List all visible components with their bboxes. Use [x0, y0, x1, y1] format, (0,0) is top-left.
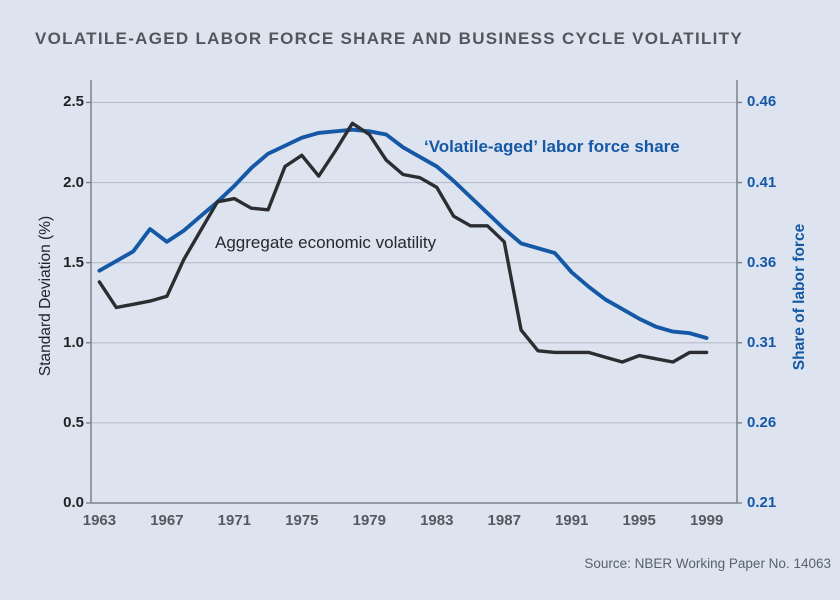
volatility-series-label: Aggregate economic volatility — [215, 233, 437, 252]
right-tick-label: 0.36 — [747, 253, 777, 271]
chart-title: VOLATILE-AGED LABOR FORCE SHARE AND BUSI… — [35, 29, 744, 48]
right-tick-label: 0.21 — [747, 494, 777, 511]
x-tick-label: 1995 — [622, 512, 656, 529]
left-tick-label: 2.5 — [63, 93, 84, 111]
left-tick-label: 2.0 — [63, 173, 84, 191]
labor-share-line — [97, 127, 709, 340]
volatility-line — [97, 121, 709, 364]
x-tick-label: 1979 — [352, 512, 386, 529]
right-tick-label: 0.31 — [747, 333, 777, 351]
left-tick-label: 1.0 — [63, 333, 84, 351]
x-tick-label: 1975 — [285, 512, 319, 529]
right-tick-label: 0.46 — [747, 93, 777, 111]
x-tick-label: 1983 — [420, 512, 454, 529]
right-tick-label: 0.26 — [747, 413, 777, 431]
x-tick-label: 1987 — [487, 512, 521, 529]
source-note: Source: NBER Working Paper No. 14063 — [584, 556, 831, 571]
x-tick-label: 1991 — [555, 512, 589, 529]
x-tick-label: 1999 — [689, 512, 724, 529]
left-tick-label: 0.0 — [63, 494, 84, 511]
left-tick-label: 0.5 — [63, 413, 84, 431]
x-tick-label: 1963 — [82, 512, 117, 529]
labor-share-series-label: ‘Volatile-aged’ labor force share — [424, 137, 680, 156]
x-tick-label: 1971 — [217, 512, 252, 529]
x-tick-label: 1967 — [150, 512, 184, 529]
left-axis-title: Standard Deviation (%) — [37, 215, 54, 377]
right-tick-label: 0.41 — [747, 173, 777, 191]
left-tick-label: 1.5 — [63, 253, 84, 271]
